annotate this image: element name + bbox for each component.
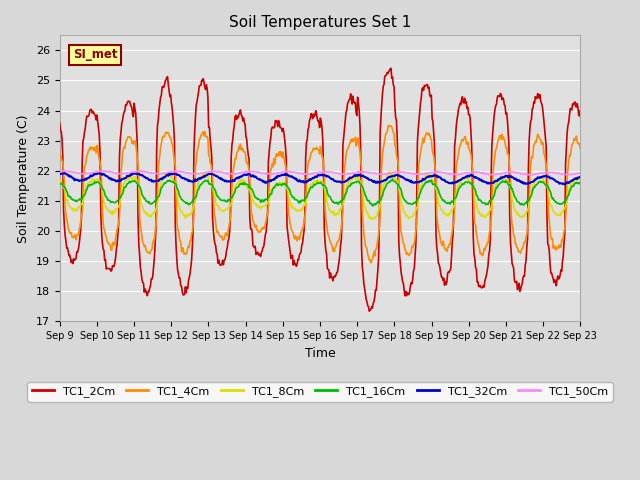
Title: Soil Temperatures Set 1: Soil Temperatures Set 1 <box>229 15 411 30</box>
X-axis label: Time: Time <box>305 347 335 360</box>
Text: SI_met: SI_met <box>73 48 117 61</box>
Legend: TC1_2Cm, TC1_4Cm, TC1_8Cm, TC1_16Cm, TC1_32Cm, TC1_50Cm: TC1_2Cm, TC1_4Cm, TC1_8Cm, TC1_16Cm, TC1… <box>28 382 612 401</box>
Y-axis label: Soil Temperature (C): Soil Temperature (C) <box>17 114 30 242</box>
